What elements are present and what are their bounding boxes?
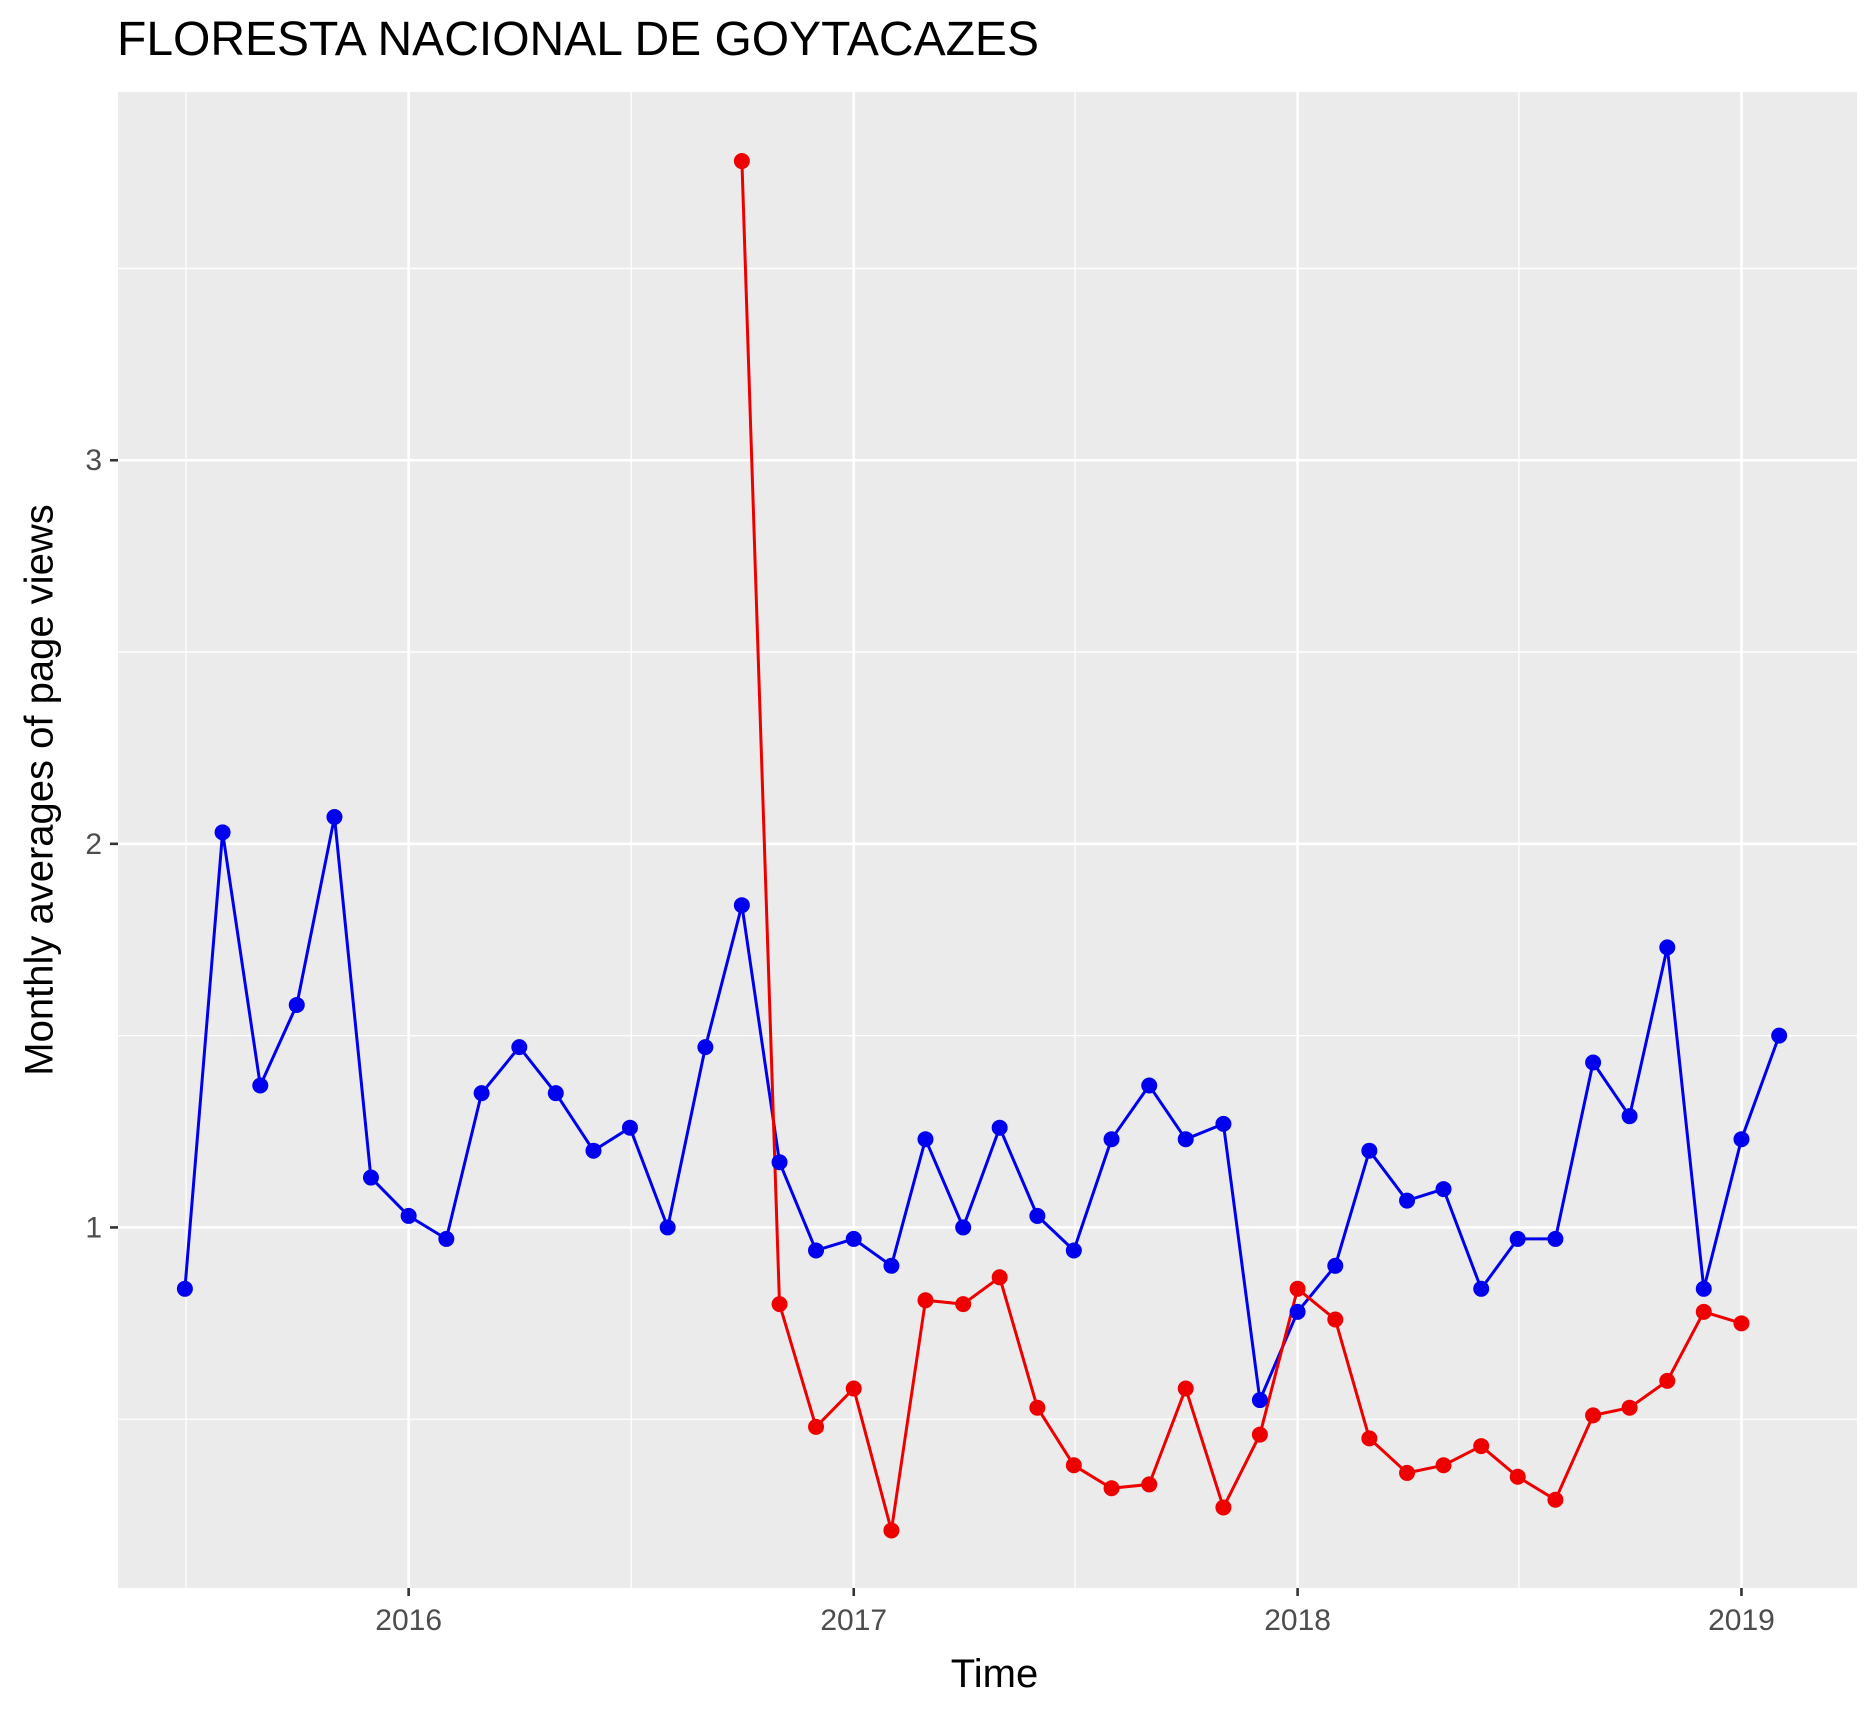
data-point-series-1 (1435, 1181, 1452, 1198)
data-point-series-1 (1327, 1257, 1344, 1274)
data-point-series-2 (1065, 1457, 1082, 1474)
x-tick-label: 2019 (1708, 1604, 1775, 1637)
data-point-series-2 (1103, 1480, 1120, 1497)
data-point-series-1 (917, 1131, 934, 1148)
data-point-series-1 (771, 1154, 788, 1171)
data-point-series-1 (288, 996, 305, 1013)
data-point-series-1 (1509, 1230, 1526, 1247)
data-point-series-2 (1141, 1476, 1158, 1493)
data-point-series-2 (955, 1296, 972, 1313)
data-point-series-1 (326, 808, 343, 825)
data-point-series-2 (1029, 1399, 1046, 1416)
data-point-series-2 (991, 1269, 1008, 1286)
x-tick-label: 2017 (820, 1604, 887, 1637)
data-point-series-2 (1215, 1499, 1232, 1516)
x-axis-label: Time (950, 1652, 1039, 1696)
data-point-series-2 (1733, 1315, 1750, 1332)
data-point-series-1 (1141, 1077, 1158, 1094)
data-point-series-2 (1399, 1464, 1416, 1481)
plot-panel (118, 92, 1857, 1588)
data-point-series-1 (473, 1085, 490, 1102)
data-point-series-1 (1065, 1242, 1082, 1259)
data-point-series-2 (1177, 1380, 1194, 1397)
data-point-series-2 (1547, 1491, 1564, 1508)
data-point-series-1 (733, 897, 750, 914)
data-point-series-1 (176, 1280, 193, 1297)
data-point-series-1 (214, 824, 231, 841)
data-point-series-1 (547, 1085, 564, 1102)
data-point-series-2 (1251, 1426, 1268, 1443)
data-point-series-1 (362, 1169, 379, 1186)
data-point-series-2 (1509, 1468, 1526, 1485)
series-line-1 (183, 815, 1781, 1402)
data-point-series-1 (1771, 1027, 1788, 1044)
data-point-series-2 (1361, 1430, 1378, 1447)
data-point-series-2 (845, 1380, 862, 1397)
data-point-series-1 (659, 1219, 676, 1236)
data-point-series-2 (1585, 1407, 1602, 1424)
data-point-series-1 (511, 1039, 528, 1056)
data-point-series-2 (1473, 1438, 1490, 1455)
data-point-series-1 (1547, 1230, 1564, 1247)
y-tick-label: 1 (85, 1211, 102, 1244)
data-point-series-2 (1435, 1457, 1452, 1474)
data-point-series-1 (955, 1219, 972, 1236)
data-point-series-2 (808, 1418, 825, 1435)
x-tick-label: 2018 (1264, 1604, 1331, 1637)
data-point-series-1 (991, 1119, 1008, 1136)
data-point-series-1 (1621, 1108, 1638, 1125)
data-point-series-1 (883, 1257, 900, 1274)
y-tick-label: 2 (85, 828, 102, 861)
data-point-series-1 (252, 1077, 269, 1094)
data-point-series-2 (917, 1292, 934, 1309)
data-point-series-2 (1695, 1303, 1712, 1320)
series-line-2 (740, 160, 1742, 1532)
data-point-series-1 (400, 1207, 417, 1224)
data-point-series-1 (1733, 1131, 1750, 1148)
x-tick-label: 2016 (375, 1604, 442, 1637)
data-point-series-2 (1289, 1280, 1306, 1297)
data-point-series-1 (1473, 1280, 1490, 1297)
data-point-series-1 (1289, 1303, 1306, 1320)
data-point-series-1 (621, 1119, 638, 1136)
data-point-series-1 (1177, 1131, 1194, 1148)
data-point-series-1 (1399, 1192, 1416, 1209)
data-point-series-2 (771, 1296, 788, 1313)
data-point-series-2 (1621, 1399, 1638, 1416)
data-point-series-2 (883, 1522, 900, 1539)
data-point-series-1 (1585, 1054, 1602, 1071)
data-point-series-1 (1251, 1392, 1268, 1409)
data-point-series-1 (1029, 1207, 1046, 1224)
data-point-series-2 (1659, 1372, 1676, 1389)
y-tick-label: 3 (85, 444, 102, 477)
data-point-series-1 (585, 1142, 602, 1159)
data-point-series-1 (1695, 1280, 1712, 1297)
data-point-series-1 (1215, 1115, 1232, 1132)
data-point-series-2 (733, 153, 750, 170)
data-point-series-1 (808, 1242, 825, 1259)
data-point-series-1 (1103, 1131, 1120, 1148)
data-point-series-1 (1659, 939, 1676, 956)
data-point-series-1 (845, 1230, 862, 1247)
data-point-series-2 (1327, 1311, 1344, 1328)
chart-title: FLORESTA NACIONAL DE GOYTACAZES (117, 13, 1039, 66)
data-point-series-1 (1361, 1142, 1378, 1159)
data-point-series-1 (697, 1039, 714, 1056)
data-point-series-1 (438, 1230, 455, 1247)
